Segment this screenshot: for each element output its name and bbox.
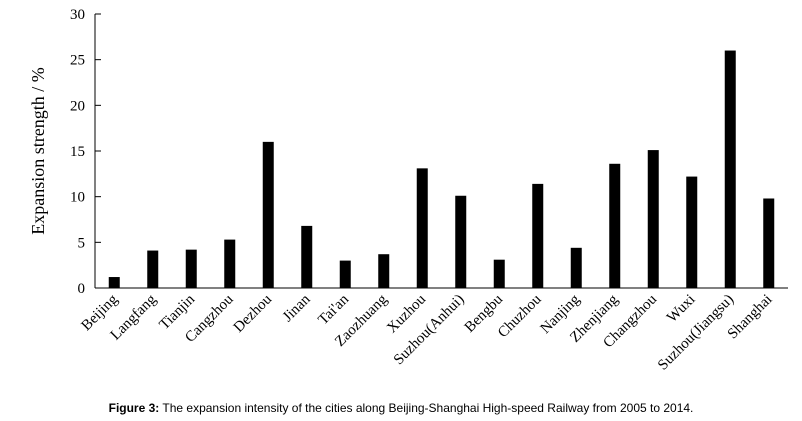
bar-tai-an (339, 260, 351, 288)
bar-bengbu (493, 259, 505, 288)
bar-langfang (147, 250, 159, 288)
y-axis (94, 13, 101, 289)
bar-zhenjiang (609, 163, 621, 288)
x-tick-label: Suzhou(Anhui) (391, 292, 468, 369)
bar-tianjin (185, 249, 197, 288)
bar-xuzhou (416, 168, 428, 288)
bar-cangzhou (224, 239, 236, 288)
y-tick-label: 0 (78, 281, 86, 297)
bar-dezhou (262, 141, 274, 288)
y-tick-label: 15 (70, 144, 85, 160)
y-tick-labels: 0 5 10 15 20 25 30 (70, 7, 85, 297)
bar-chuzhou (532, 183, 544, 288)
y-tick-label: 20 (70, 98, 85, 114)
bar-nanjing (570, 247, 582, 288)
x-tick-label: Jinan (280, 291, 314, 325)
bar-suzhou-jiangsu (724, 50, 736, 289)
bar-zaozhuang (378, 254, 390, 288)
x-tick-label: Wuxi (664, 292, 698, 326)
y-tick-label: 10 (70, 190, 85, 206)
x-tick-label: Dezhou (231, 291, 276, 336)
bars (108, 50, 775, 289)
figure-caption: Figure 3: The expansion intensity of the… (0, 401, 802, 415)
bar-suzhou-anhui (455, 195, 467, 288)
bar-shanghai (763, 198, 775, 288)
figure-caption-text: The expansion intensity of the cities al… (159, 401, 694, 415)
bar-beijing (108, 277, 120, 288)
figure-caption-label: Figure 3: (108, 401, 160, 415)
bar-changzhou (647, 150, 659, 288)
y-axis-title: Expansion strength / % (28, 67, 48, 234)
bar-wuxi (686, 176, 698, 288)
y-tick-label: 25 (70, 53, 85, 69)
bar-jinan (301, 225, 313, 288)
x-tick-label: Chuzhou (495, 291, 545, 341)
y-tick-label: 30 (70, 7, 85, 23)
y-tick-label: 5 (78, 235, 86, 251)
